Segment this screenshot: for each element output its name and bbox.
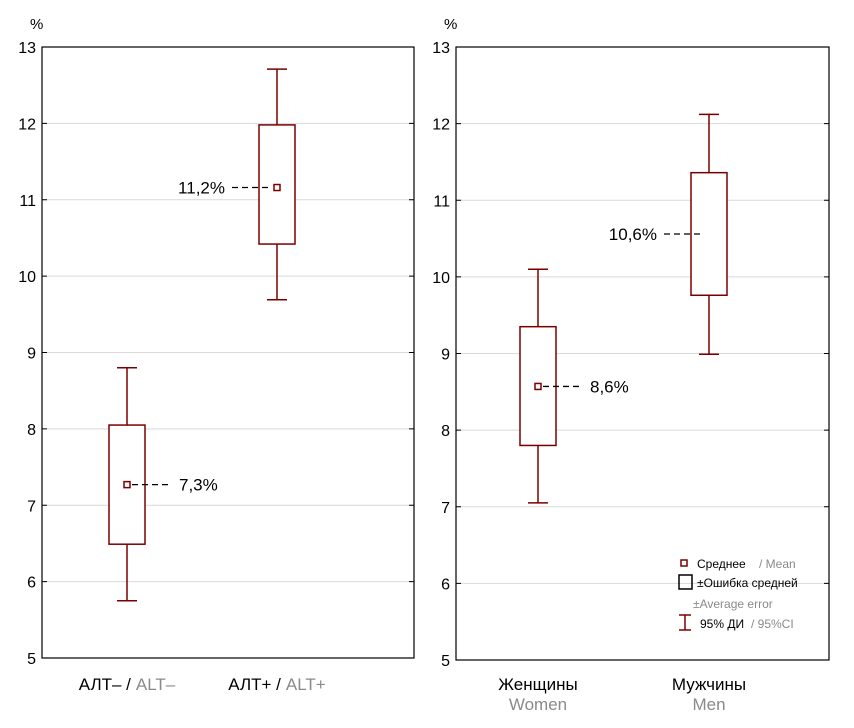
y-unit-label: % bbox=[444, 16, 457, 33]
mean-marker bbox=[534, 382, 542, 391]
y-tick-label: 8 bbox=[441, 423, 450, 440]
legend-mean-secondary: / Mean bbox=[759, 557, 796, 571]
x-axis-labels: АЛТ– / ALT– АЛТ+ / ALT+ bbox=[79, 675, 326, 694]
mean-value-label: 8,6% bbox=[590, 377, 629, 396]
x-tick-label: АЛТ– / ALT– bbox=[79, 675, 176, 694]
x-tick-label-primary: АЛТ– / bbox=[79, 675, 131, 694]
y-tick-label: 10 bbox=[18, 269, 36, 286]
legend-error-marker bbox=[678, 574, 693, 590]
y-tick-label: 9 bbox=[27, 346, 36, 363]
mean-value-label: 10,6% bbox=[609, 225, 657, 244]
y-tick-label: 12 bbox=[432, 117, 450, 134]
grid-lines bbox=[42, 122, 414, 583]
y-axis: 5 6 7 8 9 10 11 12 13 bbox=[432, 40, 829, 670]
y-unit-label: % bbox=[30, 16, 43, 33]
error-box bbox=[108, 424, 146, 545]
chart-left-alt: % 5 6 7 8 9 10 11 12 13 7,3% 11,2% АЛТ– / ALT– АЛТ+… bbox=[18, 16, 415, 694]
y-tick-label: 9 bbox=[441, 347, 450, 364]
legend-mean-marker bbox=[680, 559, 688, 567]
boxes: 7,3% 11,2% bbox=[108, 68, 296, 602]
y-axis: 5 6 7 8 9 10 11 12 13 bbox=[18, 40, 414, 668]
boxes: 8,6% 10,6% bbox=[519, 113, 728, 504]
x-tick-label: АЛТ+ / ALT+ bbox=[228, 675, 326, 694]
x-tick-label-primary: АЛТ+ / bbox=[228, 675, 281, 694]
mean-marker bbox=[123, 480, 131, 489]
y-tick-label: 11 bbox=[19, 193, 36, 210]
legend: Среднее / Mean ±Ошибка средней ±Average … bbox=[678, 557, 798, 631]
y-tick-label: 8 bbox=[27, 422, 36, 439]
x-tick-label-secondary: Women bbox=[509, 695, 567, 714]
legend-ci-marker bbox=[679, 614, 691, 631]
legend-error-secondary: ±Average error bbox=[693, 597, 773, 611]
box-1: 7,3% bbox=[108, 367, 218, 602]
legend-mean-label: Среднее bbox=[697, 557, 746, 571]
box-2: 10,6% bbox=[609, 113, 728, 356]
y-tick-label: 6 bbox=[27, 575, 36, 592]
x-tick-label-primary: Мужчины bbox=[672, 675, 746, 694]
x-tick-label-secondary: ALT+ bbox=[286, 675, 326, 694]
y-tick-label: 13 bbox=[432, 40, 450, 57]
x-tick-label-secondary: Men bbox=[692, 695, 725, 714]
mean-value-label: 11,2% bbox=[178, 179, 225, 198]
y-tick-label: 11 bbox=[433, 193, 450, 210]
y-tick-label: 5 bbox=[27, 651, 36, 668]
x-tick-label-primary: Женщины bbox=[498, 675, 577, 694]
y-tick-label: 7 bbox=[27, 498, 36, 515]
y-tick-label: 5 bbox=[441, 653, 450, 670]
grid-lines bbox=[456, 123, 829, 584]
y-tick-label: 7 bbox=[441, 500, 450, 517]
y-tick-label: 10 bbox=[432, 270, 450, 287]
y-tick-label: 6 bbox=[441, 576, 450, 593]
mean-marker bbox=[273, 183, 281, 192]
y-tick-label: 13 bbox=[18, 40, 36, 57]
legend-ci-label: 95% ДИ bbox=[700, 617, 744, 631]
box-1: 8,6% bbox=[519, 268, 629, 504]
mean-value-label: 7,3% bbox=[179, 476, 218, 495]
legend-error-label: ±Ошибка средней bbox=[697, 576, 798, 590]
legend-ci-secondary: / 95%CI bbox=[751, 617, 794, 631]
box-2: 11,2% bbox=[178, 68, 296, 301]
error-box bbox=[519, 325, 557, 447]
x-tick-label-secondary: ALT– bbox=[136, 675, 176, 694]
y-tick-label: 12 bbox=[18, 116, 36, 133]
